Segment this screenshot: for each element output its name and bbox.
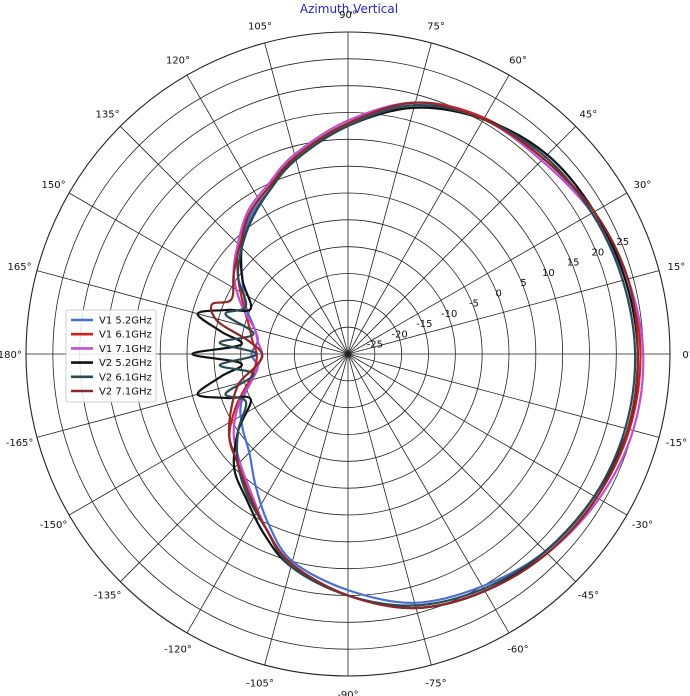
- radial-tick-label: 10: [542, 268, 555, 279]
- angular-gridline: [36, 353, 349, 438]
- angular-gridline: [347, 126, 576, 355]
- angle-tick-label: -60°: [507, 644, 528, 655]
- radial-tick-label: 5: [520, 278, 526, 289]
- legend-label: V1 6.1GHz: [99, 330, 152, 341]
- radial-tick-label: -15: [416, 319, 432, 330]
- angular-gridline: [347, 353, 628, 516]
- angle-tick-labels: 0° 15° 30° 45° 60° 75° 90° 105° 120° 135° 150° 165°…: [0, 10, 690, 696]
- angle-tick-label: 75°: [427, 22, 445, 33]
- angular-gridline: [347, 353, 432, 666]
- radial-tick-label: -20: [391, 329, 407, 340]
- radial-tick-label: 15: [567, 258, 580, 269]
- angle-tick-label: -30°: [632, 520, 653, 531]
- angle-tick-label: 0°: [682, 350, 690, 361]
- angular-gridline: [347, 192, 628, 355]
- angle-tick-label: 30°: [634, 180, 652, 191]
- angle-tick-label: -15°: [666, 438, 687, 449]
- radial-tick-label: 25: [616, 237, 629, 248]
- angle-tick-label: 120°: [166, 56, 190, 67]
- angle-tick-label: -105°: [246, 678, 274, 689]
- angular-gridline: [347, 353, 576, 582]
- series-line-6: [209, 101, 639, 610]
- series-line-2: [228, 101, 642, 610]
- radial-tick-label: 20: [592, 247, 605, 258]
- angle-tick-label: 45°: [580, 110, 598, 121]
- legend-label: V2 6.1GHz: [99, 372, 152, 383]
- radial-tick-label: -5: [469, 299, 479, 310]
- angular-gridline: [36, 270, 349, 355]
- angular-gridline: [347, 42, 432, 355]
- angle-tick-label: 135°: [96, 110, 120, 121]
- angle-tick-label: -165°: [6, 438, 34, 449]
- angle-tick-label: -90°: [337, 690, 358, 696]
- radial-tick-label: -25: [367, 340, 383, 351]
- radial-tick-label: -10: [441, 309, 457, 320]
- angle-tick-label: 150°: [42, 180, 66, 191]
- legend-label: V2 5.2GHz: [99, 358, 152, 369]
- angular-gridline: [347, 353, 660, 438]
- series-line-3: [232, 101, 645, 610]
- radial-tick-labels: -25 -20 -15 -10 -5 0 5 10 15 20 25: [367, 237, 629, 351]
- angular-gridline: [264, 353, 349, 666]
- angle-tick-label: 15°: [668, 262, 686, 273]
- angular-gridline: [120, 126, 349, 355]
- angular-gridline: [347, 74, 510, 355]
- angle-tick-label: -75°: [425, 678, 446, 689]
- legend: V1 5.2GHz V1 6.1GHz V1 7.1GHz V2 5.2GHz V2 6…: [65, 309, 157, 403]
- angular-gridline: [264, 42, 349, 355]
- series-line-5: [218, 103, 637, 607]
- angle-tick-label: -135°: [94, 590, 122, 601]
- angle-tick-label: -45°: [578, 590, 599, 601]
- angular-gridline: [68, 192, 349, 355]
- angle-tick-label: 60°: [509, 56, 527, 67]
- angle-tick-label: -150°: [40, 520, 68, 531]
- radial-tick-label: 0: [496, 288, 502, 299]
- angle-tick-label: -120°: [164, 644, 192, 655]
- angle-tick-label: 90°: [339, 10, 357, 21]
- angular-gridline: [68, 353, 349, 516]
- legend-label: V2 7.1GHz: [99, 387, 152, 398]
- legend-label: V1 7.1GHz: [99, 344, 152, 355]
- angle-tick-label: 105°: [248, 22, 272, 33]
- series-layer: [191, 101, 645, 610]
- angular-gridline: [347, 270, 660, 355]
- angle-tick-label: -180°: [0, 350, 22, 361]
- angular-gridline: [186, 353, 349, 634]
- angle-tick-label: 165°: [8, 262, 32, 273]
- legend-label: V1 5.2GHz: [99, 316, 152, 327]
- angular-gridline: [186, 74, 349, 355]
- chart-title: Azimuth,Vertical: [299, 2, 399, 16]
